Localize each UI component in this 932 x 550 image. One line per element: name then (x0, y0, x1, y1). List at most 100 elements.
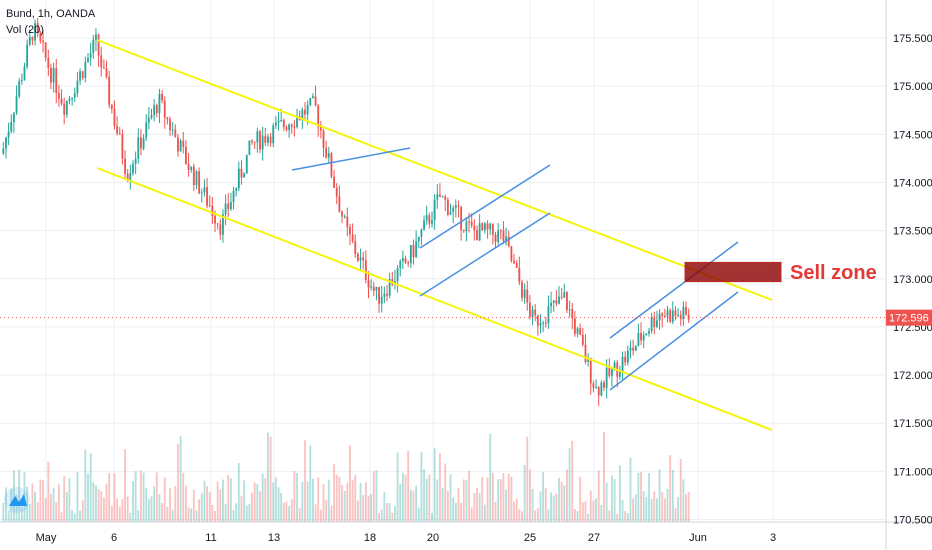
candle (399, 259, 402, 277)
candle (579, 323, 582, 336)
candle (669, 308, 672, 324)
volume-bar (214, 510, 216, 522)
volume-bar (648, 473, 650, 522)
candle (179, 138, 182, 152)
volume-bar (277, 487, 280, 522)
candle (97, 33, 100, 67)
candle (550, 291, 553, 314)
rising-channel-upper-line[interactable] (609, 241, 739, 339)
candle (653, 311, 656, 335)
candle (483, 221, 486, 234)
volume-bar (446, 491, 449, 522)
candle (682, 301, 685, 326)
candle (42, 29, 44, 53)
price-tick-label: 171.500 (893, 418, 932, 430)
candle (333, 169, 336, 188)
candle (150, 108, 153, 120)
candle (304, 102, 306, 122)
volume-bar (624, 511, 627, 522)
volume-bar (425, 478, 428, 522)
volume-bar (618, 465, 621, 522)
volume-bar (457, 487, 460, 522)
volume-bar (288, 506, 291, 522)
volume-bar (118, 506, 121, 522)
volume-bar (102, 497, 105, 522)
volume-bar (401, 472, 404, 522)
candle (621, 351, 624, 380)
volume-bar (611, 475, 613, 522)
volume-bar (462, 479, 465, 522)
volume-bar (31, 483, 34, 522)
candle (534, 304, 537, 322)
candle (26, 39, 29, 70)
trendline-blue[interactable] (291, 147, 411, 171)
volume-bar (661, 491, 664, 522)
candle (626, 345, 629, 366)
volume-bar (306, 481, 309, 522)
candle (153, 99, 156, 122)
volume-bar (137, 510, 140, 522)
candle (629, 340, 632, 359)
tradingview-logo-icon[interactable] (4, 487, 30, 513)
candle (102, 59, 105, 69)
candle (237, 161, 240, 192)
volume-bar (597, 470, 600, 522)
candle (182, 131, 185, 154)
volume-bar (491, 473, 494, 522)
bull-flag-upper-line[interactable] (419, 164, 551, 249)
candle (407, 260, 410, 267)
candle (105, 60, 108, 79)
symbol-title: Bund, 1h, OANDA (6, 8, 96, 20)
candle (18, 77, 21, 99)
candle (92, 34, 95, 59)
candle (431, 211, 433, 228)
candle (36, 17, 39, 38)
candle (253, 141, 256, 150)
volume-bar (568, 448, 571, 522)
volume-bar (645, 497, 648, 522)
candle (81, 70, 84, 81)
candle (349, 223, 351, 245)
candle (446, 197, 449, 217)
candle (457, 200, 460, 218)
candle (277, 111, 280, 131)
volume-bar (386, 503, 388, 522)
current-price-label: 172.596 (886, 309, 932, 326)
candle (206, 178, 209, 209)
time-tick-label: 6 (111, 532, 117, 544)
bull-flag-lower-line[interactable] (419, 212, 551, 297)
volume-bar (52, 487, 55, 522)
candle (444, 194, 447, 211)
volume-bar (327, 479, 330, 522)
volume-bar (579, 476, 582, 522)
rising-channel-lower-line[interactable] (609, 291, 739, 391)
time-tick-label: 27 (588, 532, 600, 544)
candle (76, 72, 79, 98)
volume-bar (407, 450, 410, 522)
candle (309, 97, 312, 107)
candle (60, 89, 63, 106)
candle (420, 228, 423, 246)
sell-zone-box[interactable] (684, 261, 782, 283)
volume-bar (685, 494, 687, 522)
channel-upper-line[interactable] (96, 39, 773, 301)
candle (655, 311, 658, 329)
volume-bar (682, 479, 685, 522)
grid-lines (0, 0, 886, 522)
volume-bar (642, 491, 645, 522)
candle (454, 199, 457, 218)
volume-bar (452, 497, 455, 522)
volume-bar (251, 492, 253, 522)
volume-bar (364, 482, 367, 522)
volume-bar (5, 487, 7, 522)
drawing-layer: Sell zone (0, 39, 886, 431)
candle (584, 334, 587, 365)
candle (555, 290, 558, 307)
volume-bar (394, 506, 396, 522)
volume-bar (20, 507, 23, 522)
candle (224, 194, 227, 226)
channel-lower-line[interactable] (96, 167, 773, 431)
candle (116, 116, 119, 136)
